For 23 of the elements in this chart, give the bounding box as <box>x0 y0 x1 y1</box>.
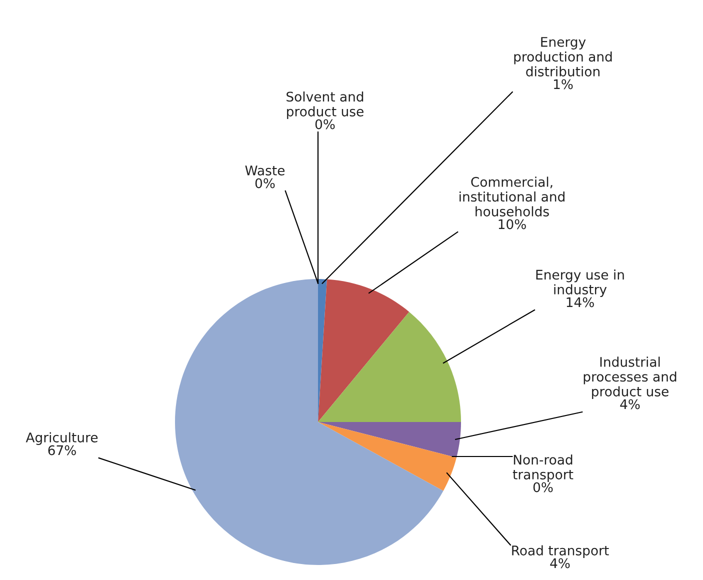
slice-label: Energy use in industry <box>536 269 624 297</box>
category-label: Solvent and product use <box>286 91 364 119</box>
text: 0% <box>255 178 275 188</box>
legend-label: Non-road transport <box>512 454 574 482</box>
text: 0% <box>533 482 553 492</box>
data-label: 1% <box>554 79 573 90</box>
pie-slice <box>318 279 410 422</box>
data-label: 4% <box>550 558 570 568</box>
slice-label: Agriculture <box>26 432 98 445</box>
data-label: 10% <box>498 219 526 230</box>
slice-label: Energy production and distribution <box>514 37 612 76</box>
pie-slice <box>318 422 457 491</box>
pie-slice <box>175 279 444 565</box>
pie-slice <box>318 312 461 422</box>
text: 0% <box>315 119 335 130</box>
category-label: Waste <box>245 166 285 176</box>
data-label: 14% <box>566 297 594 308</box>
data-label: 4% <box>620 399 640 410</box>
pie-slice <box>318 422 461 458</box>
data-label: 67% <box>48 445 76 456</box>
slice-label: Commercial, institutional and households <box>460 176 564 216</box>
slice-label: Industrial processes and product use <box>584 356 676 399</box>
slice-label: Road transport <box>512 545 609 558</box>
